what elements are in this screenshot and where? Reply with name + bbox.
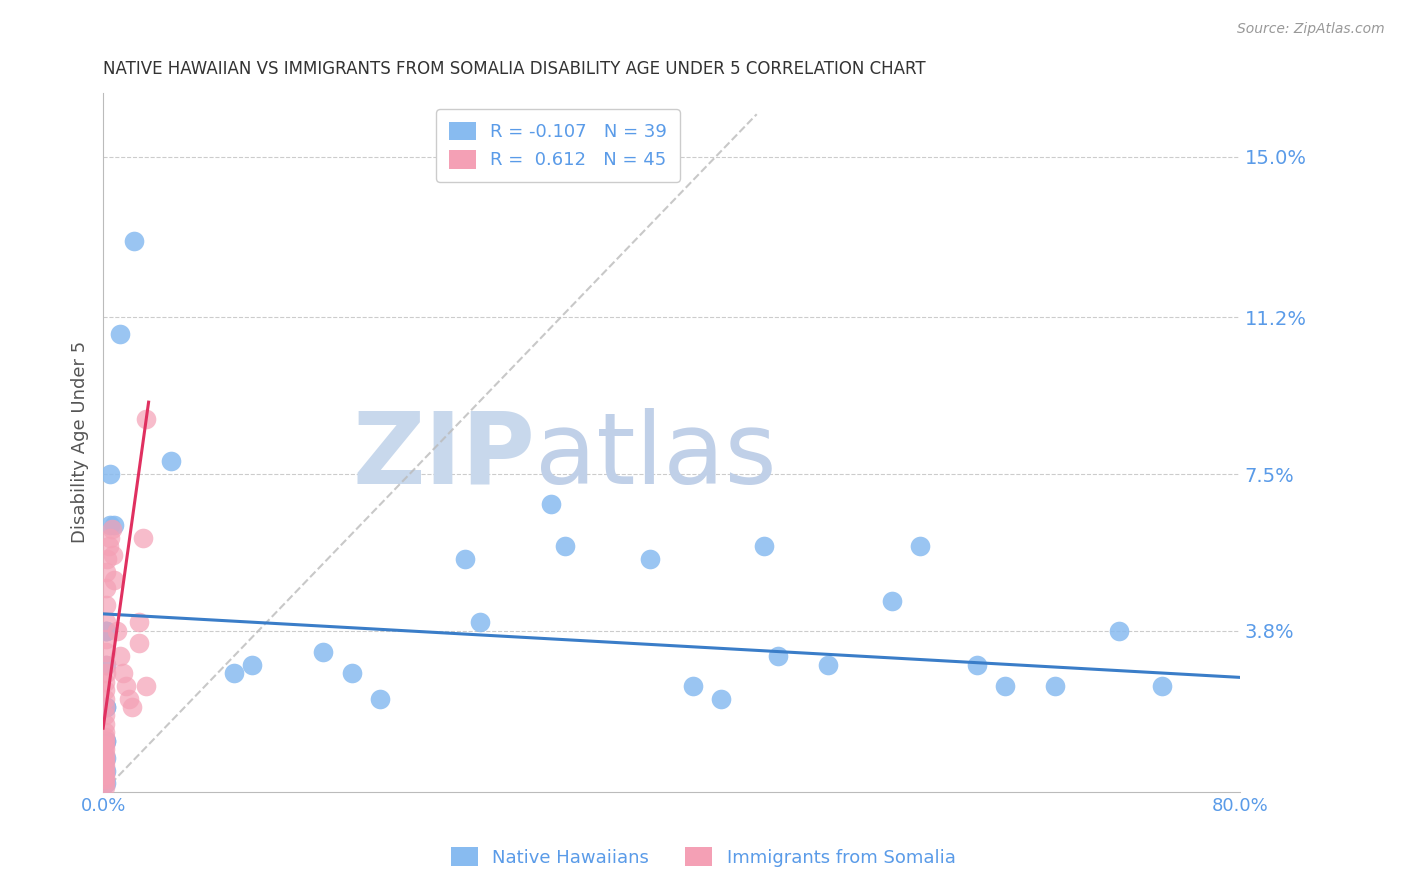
Point <box>94 624 117 638</box>
Point <box>135 412 157 426</box>
Point <box>135 679 157 693</box>
Point <box>93 742 115 756</box>
Point <box>93 691 115 706</box>
Point <box>94 582 117 596</box>
Point <box>101 548 124 562</box>
Point <box>93 717 115 731</box>
Text: ZIP: ZIP <box>352 408 536 505</box>
Point <box>93 759 115 773</box>
Point <box>93 734 115 748</box>
Point <box>468 615 491 630</box>
Point <box>94 700 117 714</box>
Point <box>93 780 115 795</box>
Point <box>103 573 125 587</box>
Point <box>222 666 245 681</box>
Point <box>994 679 1017 693</box>
Point <box>128 615 150 630</box>
Y-axis label: Disability Age Under 5: Disability Age Under 5 <box>72 342 89 543</box>
Point <box>93 755 115 769</box>
Point <box>108 649 131 664</box>
Point <box>240 657 263 672</box>
Point <box>93 683 115 698</box>
Point <box>103 517 125 532</box>
Point <box>93 747 115 761</box>
Point <box>94 700 117 714</box>
Point <box>93 738 115 752</box>
Point <box>94 751 117 765</box>
Point <box>880 594 903 608</box>
Legend: R = -0.107   N = 39, R =  0.612   N = 45: R = -0.107 N = 39, R = 0.612 N = 45 <box>436 109 679 182</box>
Text: Source: ZipAtlas.com: Source: ZipAtlas.com <box>1237 22 1385 37</box>
Point <box>111 666 134 681</box>
Point <box>97 539 120 553</box>
Text: NATIVE HAWAIIAN VS IMMIGRANTS FROM SOMALIA DISABILITY AGE UNDER 5 CORRELATION CH: NATIVE HAWAIIAN VS IMMIGRANTS FROM SOMAL… <box>103 60 925 78</box>
Point <box>540 497 562 511</box>
Point <box>93 700 115 714</box>
Point <box>554 539 576 553</box>
Legend: Native Hawaiians, Immigrants from Somalia: Native Hawaiians, Immigrants from Somali… <box>443 840 963 874</box>
Point <box>312 645 335 659</box>
Point <box>710 691 733 706</box>
Point <box>108 327 131 342</box>
Point <box>94 645 117 659</box>
Point <box>115 679 138 693</box>
Point <box>94 599 117 613</box>
Point <box>132 531 155 545</box>
Point <box>118 691 141 706</box>
Point <box>93 776 115 790</box>
Point <box>93 751 115 765</box>
Point <box>94 734 117 748</box>
Point <box>124 234 146 248</box>
Point <box>94 657 117 672</box>
Point <box>93 725 115 739</box>
Point <box>1150 679 1173 693</box>
Point <box>908 539 931 553</box>
Point <box>93 708 115 723</box>
Point <box>93 772 115 786</box>
Point <box>160 454 183 468</box>
Point <box>1108 624 1130 638</box>
Text: atlas: atlas <box>536 408 776 505</box>
Point <box>94 734 117 748</box>
Point <box>94 632 117 647</box>
Point <box>1043 679 1066 693</box>
Point <box>682 679 704 693</box>
Point <box>96 551 118 566</box>
Point <box>93 764 115 778</box>
Point <box>98 531 121 545</box>
Point <box>966 657 988 672</box>
Point <box>638 551 661 566</box>
Point <box>368 691 391 706</box>
Point <box>94 657 117 672</box>
Point <box>817 657 839 672</box>
Point <box>93 730 115 744</box>
Point <box>454 551 477 566</box>
Point <box>766 649 789 664</box>
Point <box>94 624 117 638</box>
Point <box>94 776 117 790</box>
Point <box>94 666 117 681</box>
Point <box>340 666 363 681</box>
Point <box>121 700 143 714</box>
Point <box>98 467 121 482</box>
Point <box>94 764 117 778</box>
Point <box>94 615 117 630</box>
Point <box>100 522 122 536</box>
Point <box>128 636 150 650</box>
Point <box>93 768 115 782</box>
Point <box>93 674 115 689</box>
Point <box>105 624 128 638</box>
Point <box>752 539 775 553</box>
Point <box>98 517 121 532</box>
Point <box>94 565 117 579</box>
Point <box>94 624 117 638</box>
